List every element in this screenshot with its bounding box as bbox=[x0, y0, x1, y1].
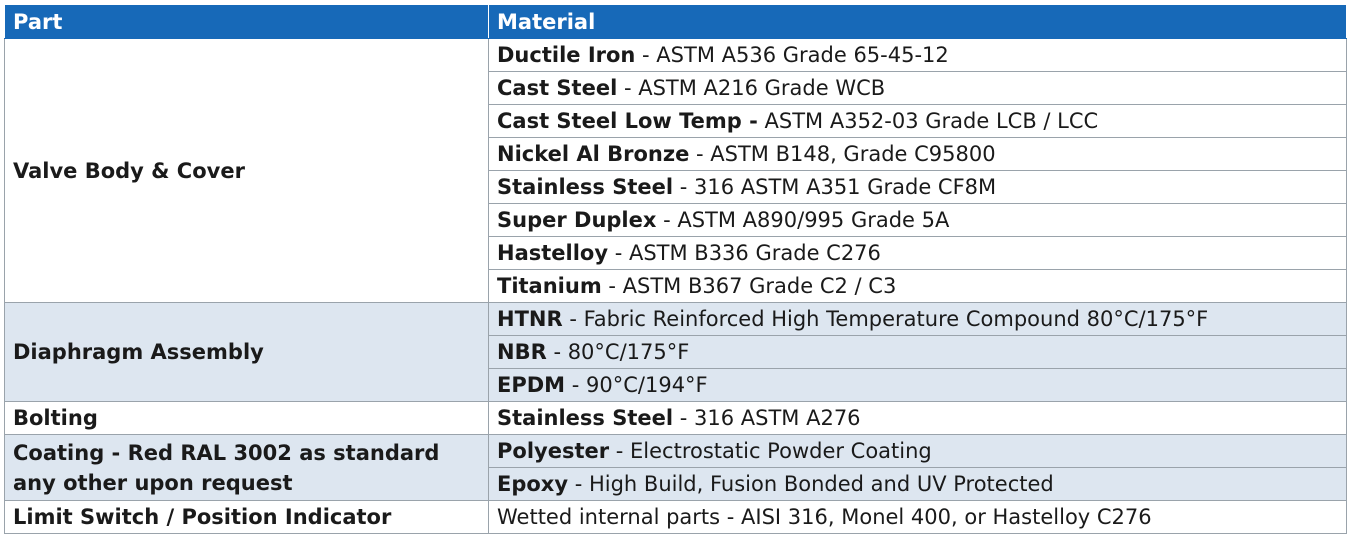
material-spec: - Fabric Reinforced High Temperature Com… bbox=[562, 307, 1209, 331]
coating-line-2: any other upon request bbox=[13, 470, 293, 495]
material-spec: - ASTM A890/995 Grade 5A bbox=[656, 208, 950, 232]
material-cell: Wetted internal parts - AISI 316, Monel … bbox=[488, 500, 1347, 534]
material-name: Stainless Steel bbox=[497, 175, 674, 199]
table-row: Epoxy - High Build, Fusion Bonded and UV… bbox=[5, 467, 1347, 501]
material-spec: - 316 ASTM A276 bbox=[673, 406, 861, 430]
material-name: Super Duplex bbox=[497, 208, 657, 232]
material-spec: - ASTM B367 Grade C2 / C3 bbox=[601, 274, 897, 298]
material-cell: Hastelloy - ASTM B336 Grade C276 bbox=[488, 236, 1347, 270]
material-cell: Nickel Al Bronze - ASTM B148, Grade C958… bbox=[488, 137, 1347, 171]
material-cell: HTNR - Fabric Reinforced High Temperatur… bbox=[488, 302, 1347, 336]
table-row: Coating - Red RAL 3002 as standard any ot… bbox=[4, 434, 1347, 501]
material-spec: - ASTM B336 Grade C276 bbox=[608, 241, 881, 265]
material-cell: Cast Steel Low Temp - ASTM A352-03 Grade… bbox=[488, 104, 1347, 138]
material-name: Titanium bbox=[497, 274, 602, 298]
table-row: Titanium - ASTM B367 Grade C2 / C3 bbox=[5, 269, 1347, 303]
part-cell-valve-body: Valve Body & Cover bbox=[4, 38, 489, 303]
table-row: NBR - 80°C/175°F bbox=[5, 335, 1347, 369]
material-cell: Super Duplex - ASTM A890/995 Grade 5A bbox=[488, 203, 1347, 237]
table-row: Diaphragm Assembly HTNR - Fabric Reinfor… bbox=[4, 302, 1347, 402]
material-name: Epoxy bbox=[497, 472, 569, 496]
material-cell: Stainless Steel - 316 ASTM A276 bbox=[488, 401, 1347, 435]
material-name: NBR bbox=[497, 340, 547, 364]
material-cell: Polyester - Electrostatic Powder Coating bbox=[488, 434, 1347, 468]
table-header-row: Part Material bbox=[4, 4, 1347, 39]
material-name: Hastelloy bbox=[497, 241, 609, 265]
material-cell: Epoxy - High Build, Fusion Bonded and UV… bbox=[488, 467, 1347, 501]
header-part: Part bbox=[4, 4, 489, 39]
table-row: Cast Steel - ASTM A216 Grade WCB bbox=[5, 71, 1347, 105]
material-spec: - 80°C/175°F bbox=[546, 340, 690, 364]
table-row: Valve Body & Cover Ductile Iron - ASTM A… bbox=[4, 38, 1347, 303]
part-cell-limit-switch: Limit Switch / Position Indicator bbox=[4, 500, 489, 534]
material-spec: - ASTM A536 Grade 65-45-12 bbox=[635, 43, 949, 67]
material-name: Ductile Iron bbox=[497, 43, 636, 67]
material-cell: Cast Steel - ASTM A216 Grade WCB bbox=[488, 71, 1347, 105]
material-spec: ASTM A352-03 Grade LCB / LCC bbox=[757, 109, 1099, 133]
material-spec: - High Build, Fusion Bonded and UV Prote… bbox=[568, 472, 1054, 496]
material-cell: Titanium - ASTM B367 Grade C2 / C3 bbox=[488, 269, 1347, 303]
material-cell: EPDM - 90°C/194°F bbox=[488, 368, 1347, 402]
material-spec: - 90°C/194°F bbox=[565, 373, 708, 397]
material-spec: - ASTM B148, Grade C95800 bbox=[689, 142, 996, 166]
table-row: Stainless Steel - 316 ASTM A351 Grade CF… bbox=[5, 170, 1347, 204]
material-spec: - Electrostatic Powder Coating bbox=[609, 439, 932, 463]
table-row: EPDM - 90°C/194°F bbox=[5, 368, 1347, 402]
material-name: Nickel Al Bronze bbox=[497, 142, 690, 166]
part-cell-bolting: Bolting bbox=[4, 401, 489, 435]
material-cell: Ductile Iron - ASTM A536 Grade 65-45-12 bbox=[488, 38, 1347, 72]
material-name: Stainless Steel bbox=[497, 406, 674, 430]
material-name: HTNR bbox=[497, 307, 563, 331]
material-name: Polyester bbox=[497, 439, 610, 463]
material-name: Cast Steel Low Temp - bbox=[497, 109, 758, 133]
material-spec: Wetted internal parts - AISI 316, Monel … bbox=[497, 505, 1152, 529]
table-row: Bolting Stainless Steel - 316 ASTM A276 bbox=[4, 401, 1347, 435]
table-row: Limit Switch / Position Indicator Wetted… bbox=[4, 500, 1347, 534]
material-spec: - 316 ASTM A351 Grade CF8M bbox=[673, 175, 997, 199]
material-cell: Stainless Steel - 316 ASTM A351 Grade CF… bbox=[488, 170, 1347, 204]
table-row: Super Duplex - ASTM A890/995 Grade 5A bbox=[5, 203, 1347, 237]
materials-table: Part Material Valve Body & Cover Ductile… bbox=[4, 4, 1347, 534]
part-cell-coating: Coating - Red RAL 3002 as standard any ot… bbox=[4, 434, 489, 501]
table-row: Hastelloy - ASTM B336 Grade C276 bbox=[5, 236, 1347, 270]
material-cell: NBR - 80°C/175°F bbox=[488, 335, 1347, 369]
table-row: Nickel Al Bronze - ASTM B148, Grade C958… bbox=[5, 137, 1347, 171]
part-cell-diaphragm: Diaphragm Assembly bbox=[4, 302, 489, 402]
material-name: EPDM bbox=[497, 373, 566, 397]
header-material: Material bbox=[488, 4, 1347, 39]
coating-line-1: Coating - Red RAL 3002 as standard bbox=[13, 440, 440, 465]
material-name: Cast Steel bbox=[497, 76, 618, 100]
material-spec: - ASTM A216 Grade WCB bbox=[617, 76, 886, 100]
